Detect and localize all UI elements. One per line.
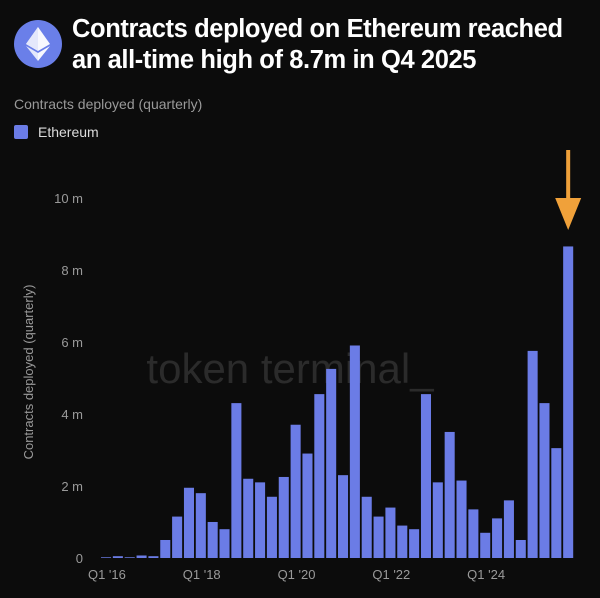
bar <box>302 453 313 558</box>
bar <box>385 507 396 558</box>
bar <box>503 500 514 558</box>
bar <box>373 516 384 558</box>
bar <box>539 403 550 558</box>
legend[interactable]: Ethereum <box>14 122 99 142</box>
bar <box>255 482 266 558</box>
bar <box>326 368 337 558</box>
bar <box>563 246 574 558</box>
x-tick-label: Q1 '16 <box>88 567 126 582</box>
x-tick-label: Q1 '18 <box>183 567 221 582</box>
bar <box>231 403 242 558</box>
bar <box>338 475 349 558</box>
bar <box>432 482 443 558</box>
bar <box>148 556 159 558</box>
bar <box>290 424 301 558</box>
bar <box>420 394 431 558</box>
chart-header: Contracts deployed on Ethereum reached a… <box>14 12 589 78</box>
x-tick-label: Q1 '22 <box>372 567 410 582</box>
bar-series-ethereum <box>101 246 574 559</box>
y-tick-label: 4 m <box>61 407 83 422</box>
y-axis-label: Contracts deployed (quarterly) <box>21 285 36 460</box>
arrow-head <box>555 198 582 230</box>
bar <box>136 555 147 558</box>
y-axis: 0 2 m 4 m 6 m 8 m 10 m <box>54 191 83 566</box>
bar <box>172 516 183 558</box>
bar <box>219 529 230 558</box>
bar <box>207 521 218 558</box>
bar <box>468 509 479 559</box>
bar <box>397 525 408 558</box>
bar <box>527 350 538 558</box>
bar <box>515 539 526 558</box>
bar <box>314 394 325 558</box>
legend-swatch-ethereum <box>14 125 28 139</box>
bar <box>409 529 420 558</box>
bar <box>124 557 135 558</box>
ethereum-diamond-icon <box>26 27 50 61</box>
bar <box>551 448 562 558</box>
bar <box>278 476 289 558</box>
y-tick-label: 6 m <box>61 335 83 350</box>
bar <box>266 496 277 558</box>
bar <box>349 345 360 558</box>
highlight-arrow <box>555 150 582 230</box>
legend-label-ethereum: Ethereum <box>38 124 99 140</box>
ethereum-logo <box>14 20 62 68</box>
watermark: token terminal_ <box>146 345 434 392</box>
bar <box>480 532 491 558</box>
bar <box>160 539 171 558</box>
bar <box>361 496 372 558</box>
bar <box>444 431 455 558</box>
bar <box>112 556 123 558</box>
y-tick-label: 2 m <box>61 479 83 494</box>
x-tick-label: Q1 '20 <box>278 567 316 582</box>
bar <box>243 478 254 558</box>
chart-title: Contracts deployed on Ethereum reached a… <box>72 15 563 74</box>
y-tick-label: 10 m <box>54 191 83 206</box>
y-tick-label: 8 m <box>61 263 83 278</box>
x-axis: Q1 '16 Q1 '18 Q1 '20 Q1 '22 Q1 '24 <box>88 567 505 582</box>
bar <box>101 557 112 558</box>
bar <box>492 518 503 558</box>
y-tick-label: 0 <box>76 551 83 566</box>
x-tick-label: Q1 '24 <box>467 567 505 582</box>
chart-subtitle: Contracts deployed (quarterly) <box>14 96 203 112</box>
bar <box>195 493 206 558</box>
bar-chart: token terminal_ 0 2 m 4 m 6 m 8 m 10 m Contra… <box>21 150 582 582</box>
bar <box>183 487 194 558</box>
bar <box>456 480 467 558</box>
